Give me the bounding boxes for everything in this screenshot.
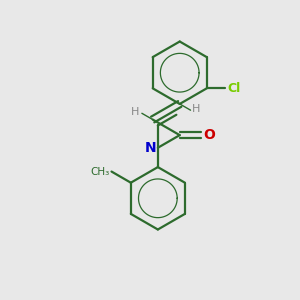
Text: H: H: [131, 107, 140, 117]
Text: Cl: Cl: [228, 82, 241, 95]
Text: H: H: [192, 104, 201, 114]
Text: CH₃: CH₃: [90, 167, 109, 176]
Text: N: N: [145, 141, 156, 155]
Text: O: O: [203, 128, 215, 142]
